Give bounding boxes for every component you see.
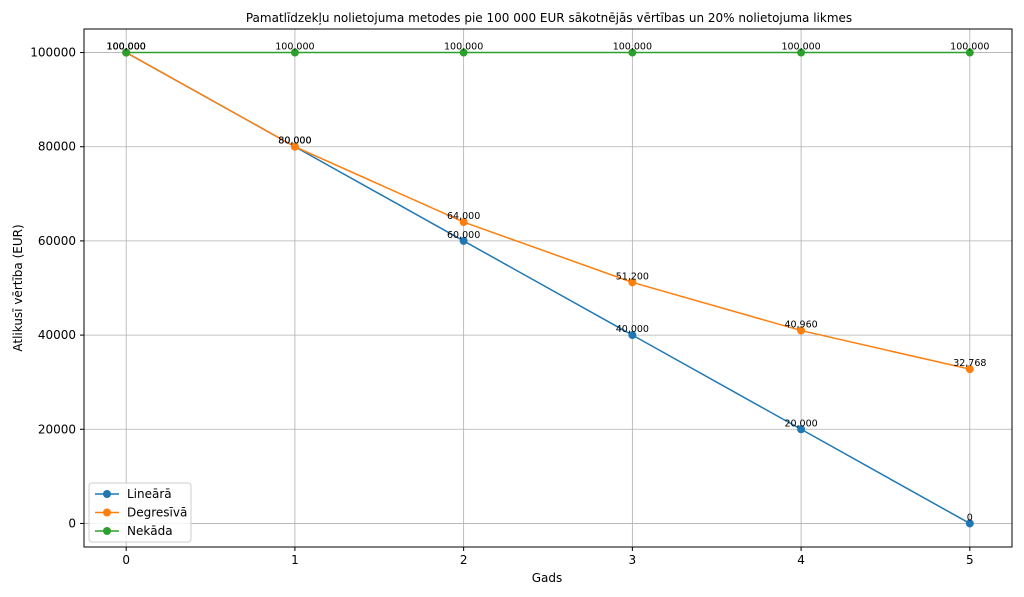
series-0-point bbox=[797, 425, 806, 434]
series-1-data-label: 32,768 bbox=[953, 358, 986, 369]
x-tick-label: 5 bbox=[966, 553, 974, 567]
series-2-data-label: 100,000 bbox=[613, 42, 652, 53]
plot-frame bbox=[83, 28, 1013, 548]
y-tick-label: 100000 bbox=[30, 46, 76, 60]
series-2-point bbox=[290, 48, 299, 57]
x-axis-title: Gads bbox=[532, 571, 563, 585]
x-tick-label: 0 bbox=[122, 553, 130, 567]
series-0-point bbox=[965, 519, 974, 528]
series-1-point bbox=[290, 142, 299, 151]
x-tick-label: 4 bbox=[797, 553, 805, 567]
x-tick-label: 3 bbox=[629, 553, 637, 567]
y-tick-label: 80000 bbox=[38, 140, 76, 154]
legend-box bbox=[88, 482, 192, 543]
series-2-point bbox=[628, 48, 637, 57]
grid bbox=[84, 29, 1012, 547]
y-tick-label: 0 bbox=[68, 516, 76, 530]
series-0-data-label: 40,000 bbox=[616, 324, 649, 335]
legend-label: Degresīvā bbox=[127, 506, 187, 520]
legend-swatch-marker bbox=[103, 490, 111, 498]
series-1-point bbox=[965, 365, 974, 374]
y-tick-label: 60000 bbox=[38, 234, 76, 248]
series-0-point bbox=[628, 331, 637, 340]
y-tick-label: 20000 bbox=[38, 422, 76, 436]
series-1-point bbox=[459, 218, 468, 227]
series-1-data-label: 80,000 bbox=[278, 136, 311, 147]
series-0-data-label: 100,000 bbox=[107, 42, 146, 53]
series-2-data-label: 100,000 bbox=[444, 42, 483, 53]
series-layer bbox=[122, 48, 974, 528]
legend-swatch-marker bbox=[103, 508, 111, 517]
series-2-data-label: 100,000 bbox=[107, 42, 146, 53]
data-labels: 100,00080,00060,00040,00020,0000100,0008… bbox=[107, 42, 990, 524]
series-0-point bbox=[459, 236, 468, 245]
series-1-data-label: 40,960 bbox=[784, 320, 817, 331]
legend-label: Nekāda bbox=[127, 524, 173, 538]
series-2-data-label: 100,000 bbox=[950, 42, 989, 53]
x-tick-label: 2 bbox=[460, 553, 468, 567]
series-2-point bbox=[797, 48, 806, 57]
series-0-data-label: 0 bbox=[967, 512, 973, 523]
chart-title: Pamatlīdzekļu nolietojuma metodes pie 10… bbox=[246, 11, 852, 25]
series-2-point bbox=[965, 48, 974, 57]
legend-swatch-marker bbox=[103, 527, 111, 535]
legend-label: Lineārā bbox=[127, 487, 172, 501]
series-0-data-label: 20,000 bbox=[784, 418, 817, 429]
series-1-point bbox=[628, 278, 637, 287]
series-line-1 bbox=[125, 51, 970, 370]
series-2-data-label: 100,000 bbox=[275, 42, 314, 53]
axis-ticks: 0 1 2 3 4 5 0 20000 40000 60000 80000 100000 bbox=[30, 46, 973, 567]
legend: Lineārā Degresīvā Nekāda bbox=[88, 482, 192, 543]
series-1-data-label: 100,000 bbox=[107, 42, 146, 53]
series-2-point bbox=[122, 48, 131, 57]
x-tick-label: 1 bbox=[291, 553, 299, 567]
series-1-data-label: 51,200 bbox=[616, 271, 649, 282]
series-2-data-label: 100,000 bbox=[781, 42, 820, 53]
series-1-point bbox=[797, 326, 806, 335]
series-0-data-label: 60,000 bbox=[447, 230, 480, 241]
y-tick-label: 40000 bbox=[38, 328, 76, 342]
series-2-point bbox=[459, 48, 468, 57]
series-0-data-label: 80,000 bbox=[278, 136, 311, 147]
series-1-data-label: 64,000 bbox=[447, 211, 480, 222]
y-axis-title: Atlikusī vērtība (EUR) bbox=[11, 224, 25, 351]
